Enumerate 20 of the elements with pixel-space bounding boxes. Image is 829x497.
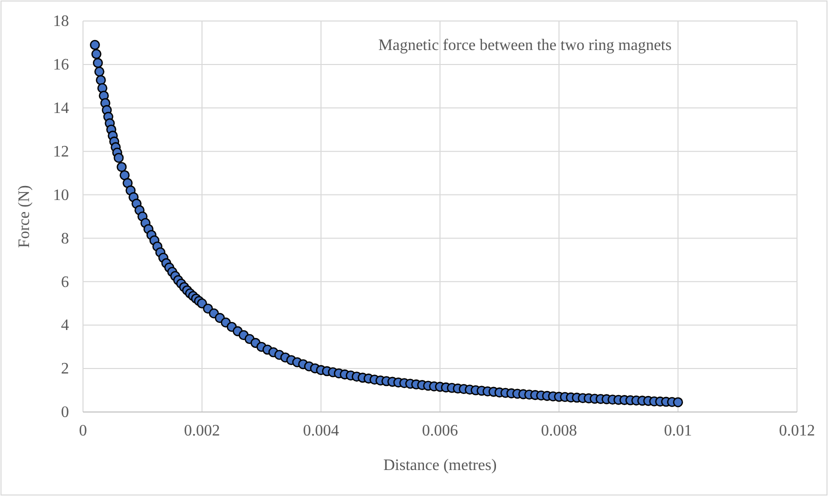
y-tick-label: 0 xyxy=(61,404,69,422)
y-tick-label: 10 xyxy=(53,186,69,204)
y-tick-label: 2 xyxy=(61,360,69,378)
x-tick-label: 0.002 xyxy=(184,422,220,440)
x-axis-title: Distance (metres) xyxy=(383,457,497,474)
x-tick-label: 0.012 xyxy=(779,422,815,440)
x-tick-label: 0.01 xyxy=(664,422,692,440)
text: Magnetic force between the two ring magnets xyxy=(378,37,672,54)
y-tick-label: 18 xyxy=(53,13,69,30)
y-tick-label: 4 xyxy=(61,317,69,334)
y-tick-label: 14 xyxy=(53,100,69,118)
x-tick-label: 0.004 xyxy=(303,422,339,440)
y-tick-label: 16 xyxy=(53,56,69,74)
y-tick-label: 8 xyxy=(61,230,69,248)
y-axis-title: Force (N) xyxy=(16,185,33,248)
x-tick-label: 0.008 xyxy=(541,422,577,440)
y-tick-label: 6 xyxy=(61,274,69,291)
x-tick-label: 0.006 xyxy=(422,422,458,440)
x-tick-label: 0 xyxy=(79,422,87,440)
y-tick-label: 12 xyxy=(53,143,69,160)
